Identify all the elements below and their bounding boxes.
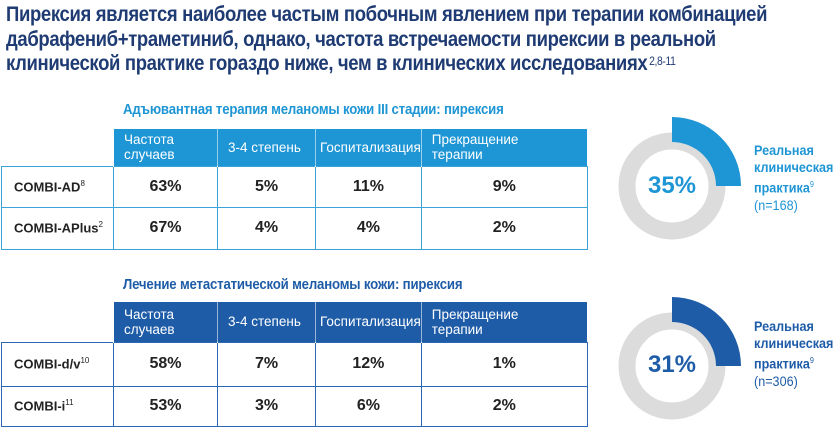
metastatic-donut-chart (618, 297, 741, 420)
column-header: Частота случаев (113, 302, 218, 342)
donut-segment (672, 117, 741, 186)
value-cell: 4% (315, 206, 422, 250)
study-label: COMBI-i11 (1, 385, 114, 427)
value-cell: 4% (217, 206, 316, 250)
metastatic-real-world-legend: Реальная клиническая практика9 (n=306) (754, 318, 834, 389)
study-label: COMBI-APlus2 (1, 206, 114, 250)
title-line-3: клинической практике гораздо ниже, чем в… (6, 51, 676, 75)
table-row: COMBI-AD8 63% 5% 11% 9% (1, 165, 588, 208)
title-references: 2,8-11 (649, 54, 676, 68)
header-blank (2, 302, 114, 342)
value-cell: 6% (315, 385, 422, 427)
value-cell: 1% (420, 341, 588, 387)
study-label: COMBI-AD8 (1, 165, 114, 208)
value-cell: 5% (217, 165, 316, 208)
sample-size: (n=168) (754, 196, 798, 213)
metastatic-real-world-percent: 31% (647, 351, 697, 378)
donut-segment (672, 297, 741, 366)
value-cell: 63% (113, 165, 218, 208)
table-row: COMBI-d/v10 58% 7% 12% 1% (1, 341, 588, 387)
metastatic-table: Частота случаев 3-4 степень Госпитализац… (1, 302, 588, 427)
column-header: Прекращение терапии (420, 302, 588, 342)
value-cell: 12% (315, 341, 422, 387)
table-header-row: Частота случаев 3-4 степень Госпитализац… (2, 302, 588, 342)
column-header: Госпитализация (315, 302, 422, 342)
table-row: COMBI-APlus2 67% 4% 4% 2% (1, 206, 588, 250)
study-label: COMBI-d/v10 (1, 341, 114, 387)
table-row: COMBI-i11 53% 3% 6% 2% (1, 385, 588, 427)
value-cell: 58% (113, 341, 218, 387)
column-header: 3-4 степень (217, 302, 316, 342)
value-cell: 9% (420, 165, 588, 208)
adjuvant-table: Частота случаев 3-4 степень Госпитализац… (1, 129, 588, 250)
column-header: Прекращение терапии (420, 129, 588, 166)
value-cell: 11% (315, 165, 422, 208)
header-blank (2, 129, 114, 166)
adjuvant-donut-chart (618, 117, 741, 240)
metastatic-section-title: Лечение метастатической меланомы кожи: п… (123, 276, 463, 293)
column-header: Частота случаев (113, 129, 218, 166)
value-cell: 7% (217, 341, 316, 387)
value-cell: 2% (420, 206, 588, 250)
page-title: Пирексия является наиболее частым побочн… (6, 2, 768, 76)
column-header: Госпитализация (315, 129, 422, 166)
title-line-2: дабрафениб+траметиниб, однако, частота в… (6, 26, 716, 51)
adjuvant-real-world-percent: 35% (647, 172, 697, 199)
value-cell: 2% (420, 385, 588, 427)
title-line-1: Пирексия является наиболее частым побочн… (6, 2, 768, 26)
column-header: 3-4 степень (217, 129, 316, 166)
table-header-row: Частота случаев 3-4 степень Госпитализац… (2, 129, 588, 166)
adjuvant-section-title: Адъювантная терапия меланомы кожи III ст… (123, 101, 504, 118)
adjuvant-real-world-legend: Реальная клиническая практика9 (n=168) (754, 142, 834, 213)
value-cell: 53% (113, 385, 218, 427)
value-cell: 3% (217, 385, 316, 427)
value-cell: 67% (113, 206, 218, 250)
sample-size: (n=306) (754, 372, 798, 389)
